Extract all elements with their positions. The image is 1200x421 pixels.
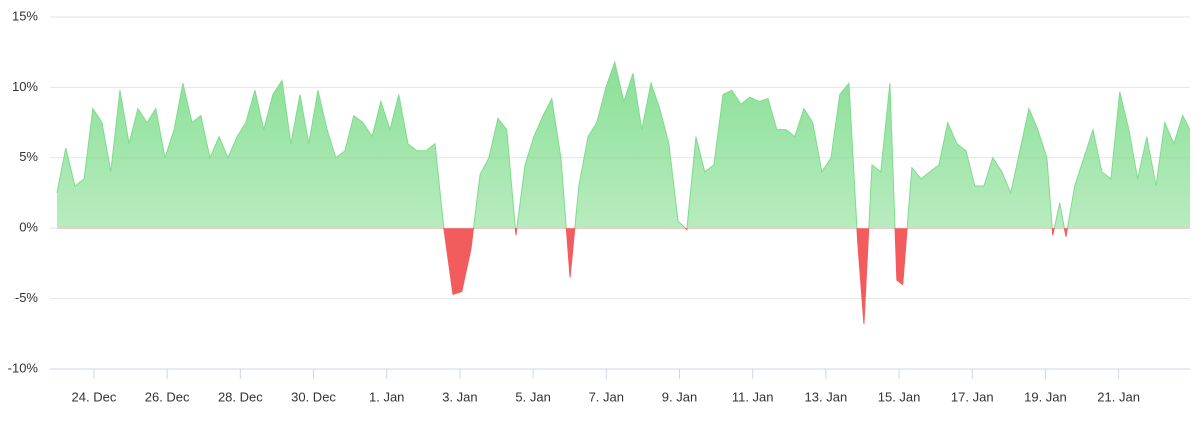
x-tick-label: 21. Jan bbox=[1097, 389, 1140, 404]
y-tick-label: -10% bbox=[8, 360, 39, 375]
y-tick-label: 5% bbox=[19, 149, 38, 164]
x-tick-label: 26. Dec bbox=[145, 389, 190, 404]
y-tick-label: 0% bbox=[19, 220, 38, 235]
y-tick-label: 10% bbox=[12, 79, 38, 94]
x-tick-label: 1. Jan bbox=[369, 389, 404, 404]
y-tick-label: -5% bbox=[15, 290, 39, 305]
x-tick-label: 3. Jan bbox=[442, 389, 477, 404]
x-tick-label: 5. Jan bbox=[515, 389, 550, 404]
x-tick-label: 28. Dec bbox=[218, 389, 263, 404]
x-tick-label: 24. Dec bbox=[72, 389, 117, 404]
x-tick-label: 19. Jan bbox=[1024, 389, 1067, 404]
x-tick-label: 7. Jan bbox=[589, 389, 624, 404]
x-tick-label: 11. Jan bbox=[732, 389, 774, 404]
x-tick-label: 30. Dec bbox=[291, 389, 336, 404]
x-tick-label: 13. Jan bbox=[805, 389, 848, 404]
area-line bbox=[56, 60, 1191, 324]
area-fill bbox=[57, 62, 1190, 324]
x-tick-label: 15. Jan bbox=[878, 389, 921, 404]
y-tick-label: 15% bbox=[12, 8, 38, 23]
x-tick-label: 17. Jan bbox=[951, 389, 994, 404]
x-tick-label: 9. Jan bbox=[662, 389, 697, 404]
